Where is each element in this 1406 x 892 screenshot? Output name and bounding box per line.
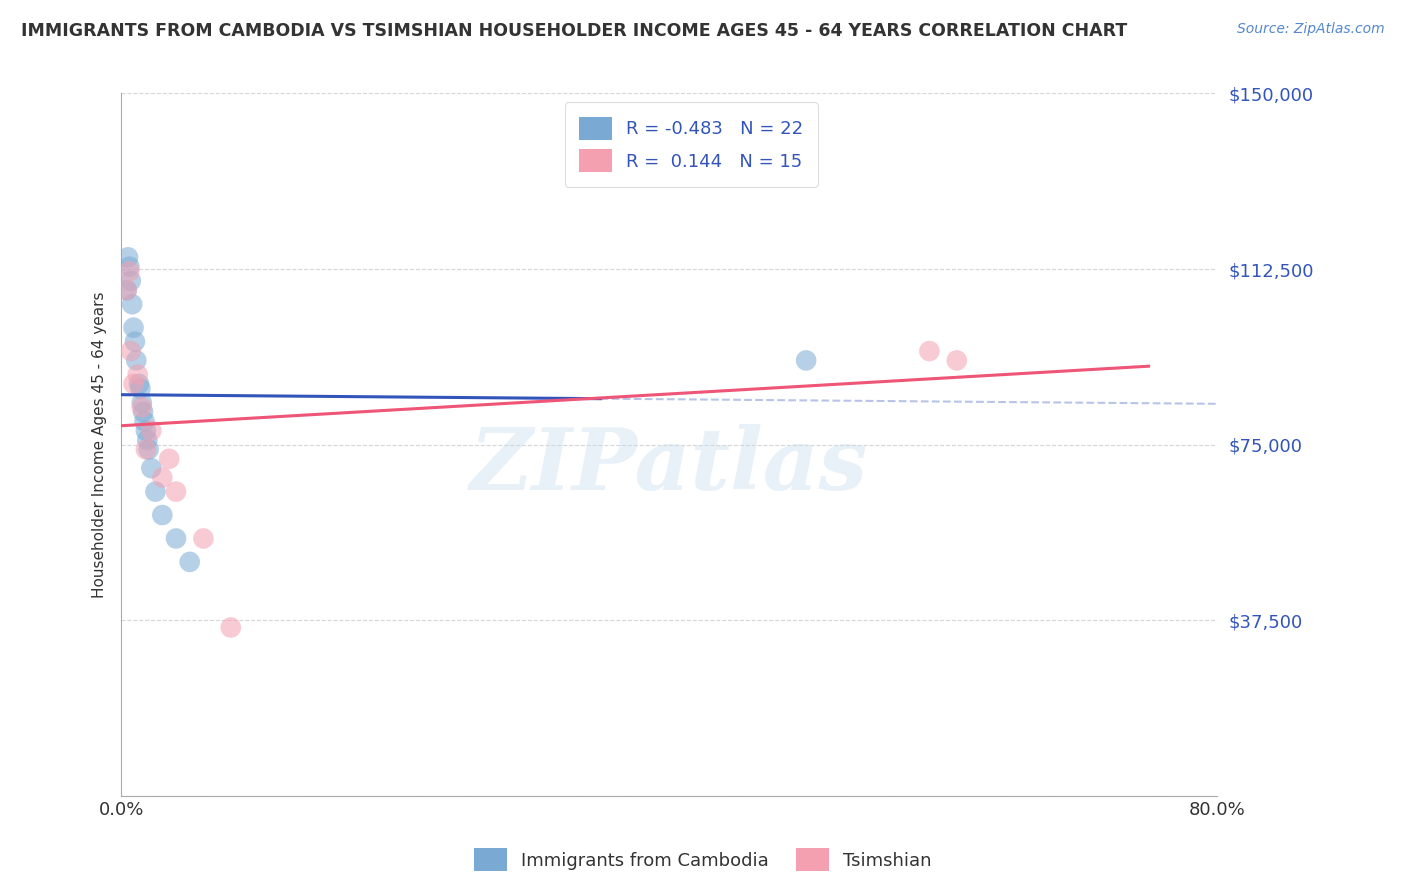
Point xyxy=(118,260,141,274)
Point xyxy=(131,395,153,409)
Point xyxy=(132,405,155,419)
Point xyxy=(165,532,187,546)
Point xyxy=(150,508,173,522)
Point xyxy=(128,376,150,391)
Point xyxy=(122,376,145,391)
Point xyxy=(794,353,817,368)
Text: ZIPatlas: ZIPatlas xyxy=(470,424,868,508)
Point xyxy=(127,368,149,382)
Point xyxy=(150,470,173,484)
Point xyxy=(219,620,242,634)
Point xyxy=(117,251,139,265)
Point xyxy=(157,451,180,466)
Point xyxy=(134,414,156,428)
Point xyxy=(918,344,941,359)
Point xyxy=(141,461,163,475)
Point xyxy=(115,283,138,297)
Legend: R = -0.483   N = 22, R =  0.144   N = 15: R = -0.483 N = 22, R = 0.144 N = 15 xyxy=(565,103,817,186)
Point xyxy=(124,334,146,349)
Point xyxy=(135,442,157,457)
Point xyxy=(118,264,141,278)
Point xyxy=(115,283,138,297)
Y-axis label: Householder Income Ages 45 - 64 years: Householder Income Ages 45 - 64 years xyxy=(93,292,107,598)
Point xyxy=(138,442,160,457)
Point xyxy=(122,320,145,334)
Point xyxy=(165,484,187,499)
Point xyxy=(193,532,215,546)
Legend: Immigrants from Cambodia, Tsimshian: Immigrants from Cambodia, Tsimshian xyxy=(467,841,939,879)
Point xyxy=(120,344,142,359)
Point xyxy=(946,353,969,368)
Point xyxy=(125,353,148,368)
Point xyxy=(131,401,153,415)
Point xyxy=(135,424,157,438)
Point xyxy=(120,274,142,288)
Point xyxy=(121,297,143,311)
Text: IMMIGRANTS FROM CAMBODIA VS TSIMSHIAN HOUSEHOLDER INCOME AGES 45 - 64 YEARS CORR: IMMIGRANTS FROM CAMBODIA VS TSIMSHIAN HO… xyxy=(21,22,1128,40)
Text: Source: ZipAtlas.com: Source: ZipAtlas.com xyxy=(1237,22,1385,37)
Point xyxy=(145,484,167,499)
Point xyxy=(179,555,201,569)
Point xyxy=(136,433,159,447)
Point xyxy=(141,424,163,438)
Point xyxy=(129,382,152,396)
